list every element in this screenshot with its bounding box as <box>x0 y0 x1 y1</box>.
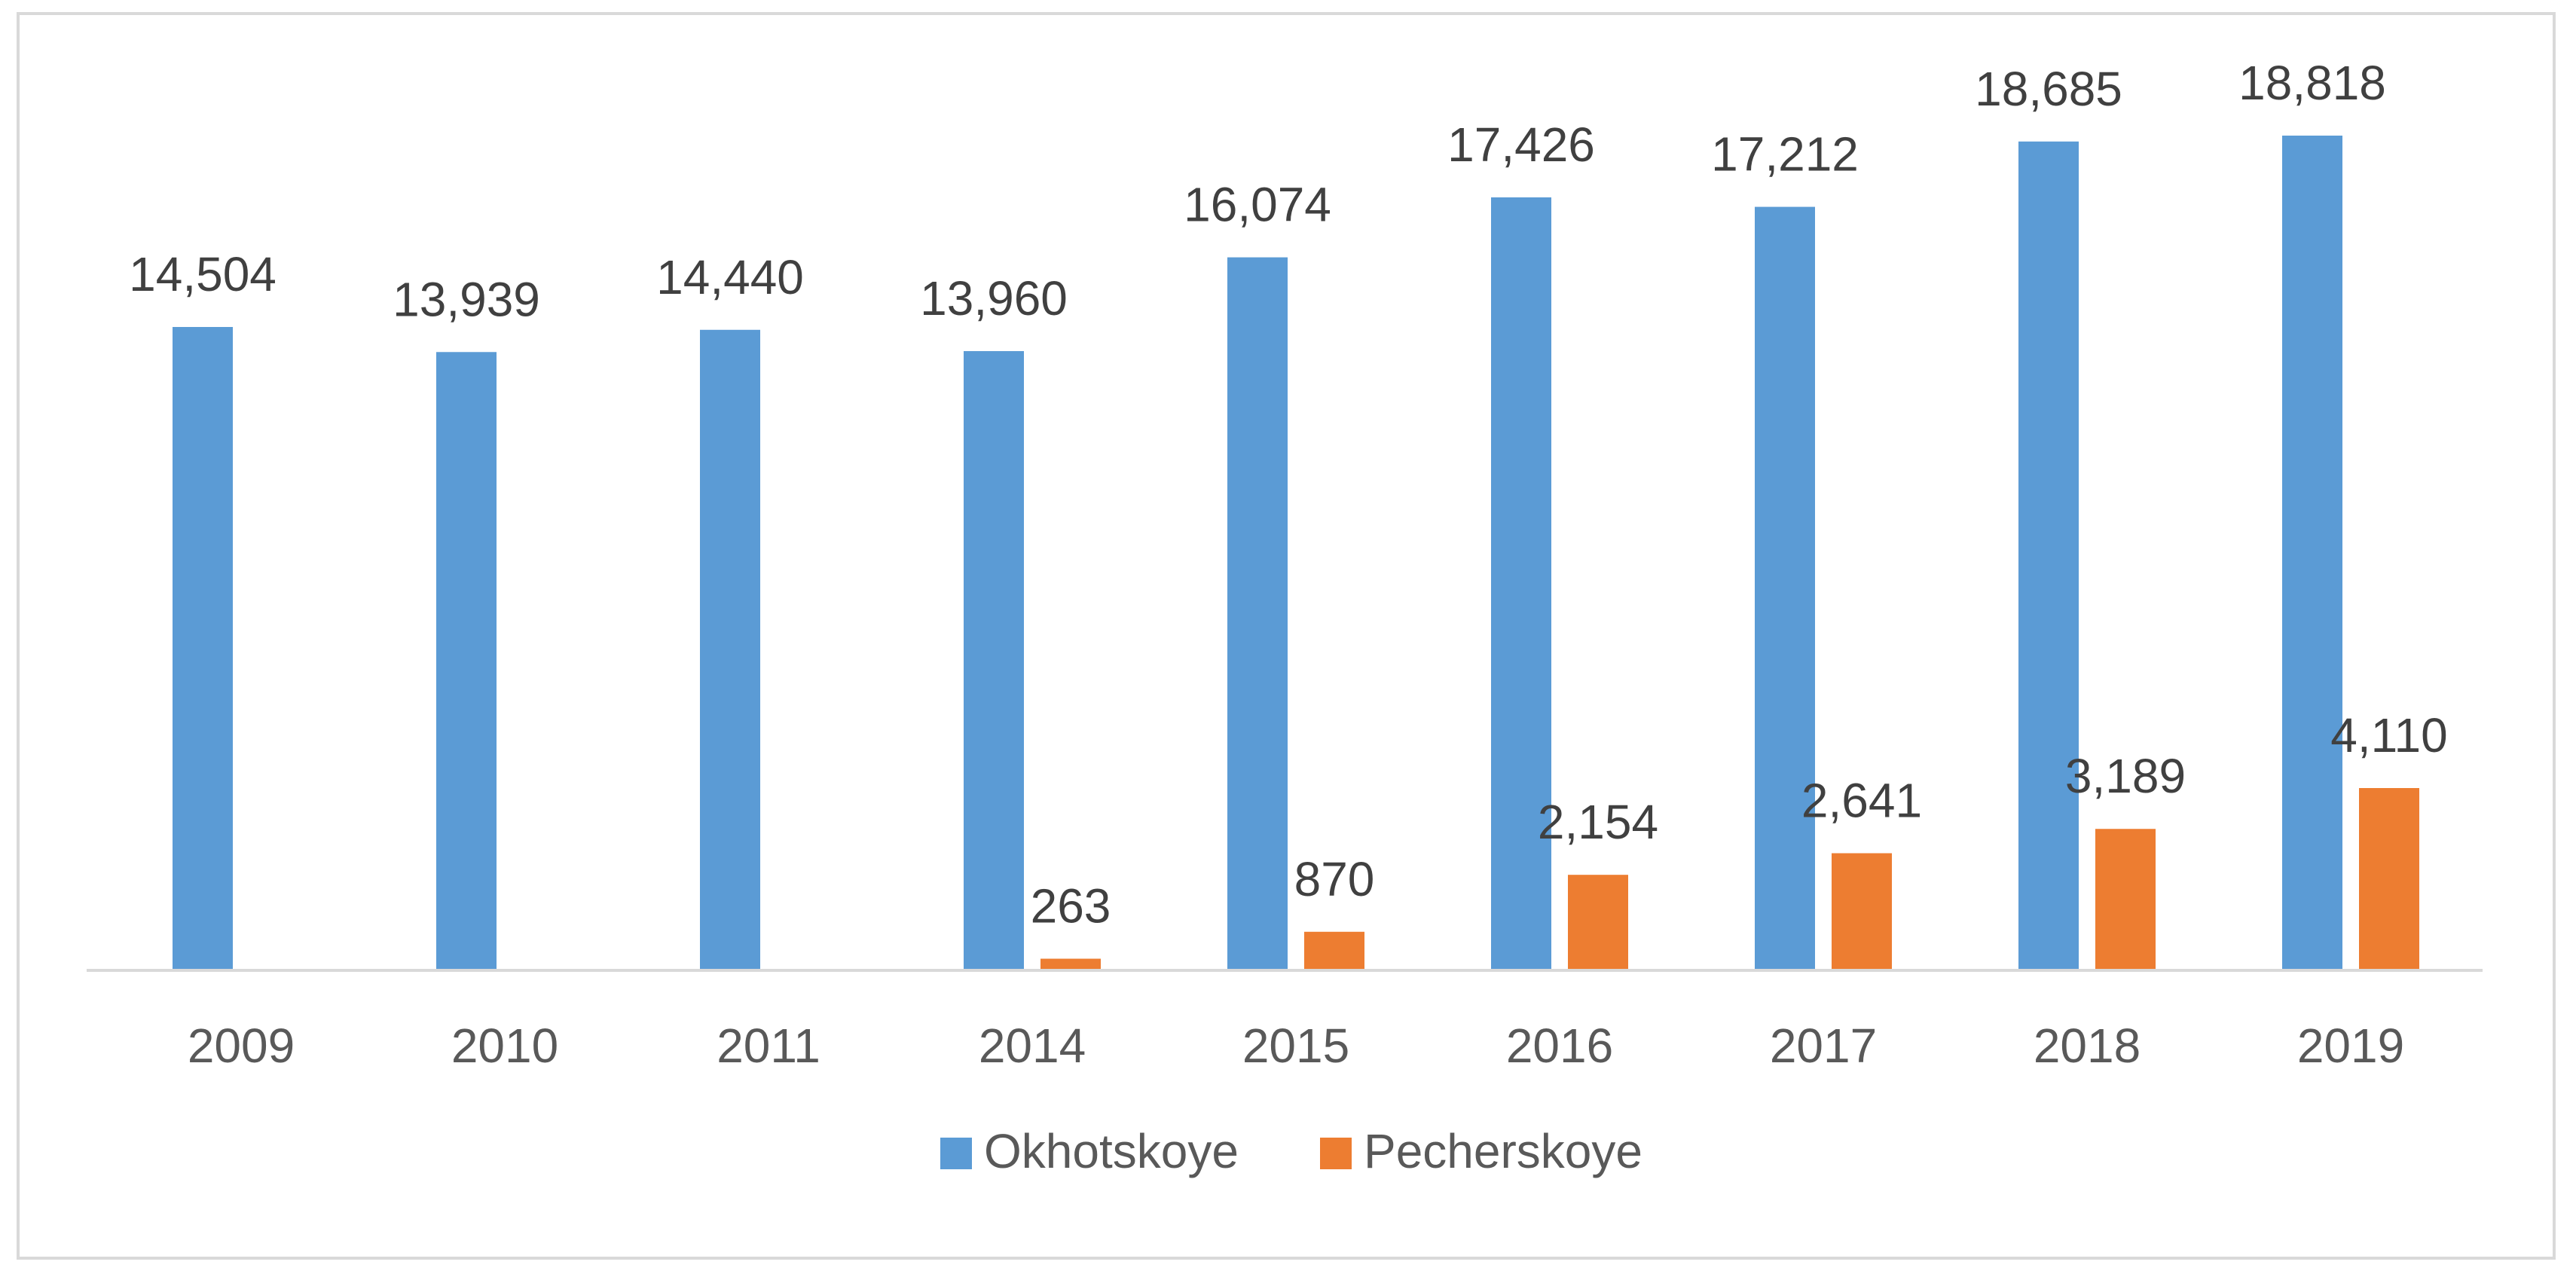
legend: Okhotskoye Pecherskoye <box>940 1124 1642 1178</box>
data-label-okhotskoye-2017: 17,212 <box>1711 127 1859 182</box>
data-label-pecherskoye-2019: 4,110 <box>2330 708 2447 762</box>
bar-okhotskoye-2011 <box>700 329 760 970</box>
x-tick-label-2018: 2018 <box>2034 1019 2141 1073</box>
bar-pecherskoye-2019 <box>2359 788 2419 970</box>
data-label-pecherskoye-2014: 263 <box>1031 879 1111 933</box>
x-tick-label-2015: 2015 <box>1242 1019 1349 1073</box>
x-tick-label-2009: 2009 <box>188 1019 295 1073</box>
legend-swatch-pecherskoye <box>1320 1138 1352 1169</box>
legend-label-okhotskoye: Okhotskoye <box>984 1124 1239 1178</box>
bar-okhotskoye-2015 <box>1227 257 1288 970</box>
data-label-pecherskoye-2017: 2,641 <box>1801 773 1922 827</box>
x-axis: 2009 2010 2011 2014 2015 2016 2017 2018 2019 <box>87 969 2483 1073</box>
data-label-okhotskoye-2014: 13,960 <box>920 271 1068 325</box>
bar-pecherskoye-2018 <box>2095 829 2156 970</box>
data-label-okhotskoye-2015: 16,074 <box>1184 178 1331 232</box>
x-tick-label-2016: 2016 <box>1506 1019 1613 1073</box>
bar-okhotskoye-2014 <box>964 351 1024 970</box>
x-tick-label-2017: 2017 <box>1770 1019 1877 1073</box>
data-labels-layer: 14,504 13,939 14,440 13,960 263 16,074 870 17,4… <box>129 56 2448 933</box>
legend-label-pecherskoye: Pecherskoye <box>1364 1124 1642 1178</box>
legend-swatch-okhotskoye <box>940 1138 972 1169</box>
bar-okhotskoye-2017 <box>1755 206 1815 971</box>
data-label-pecherskoye-2018: 3,189 <box>2065 749 2186 803</box>
bar-okhotskoye-2018 <box>2018 141 2079 970</box>
x-tick-label-2019: 2019 <box>2297 1019 2404 1073</box>
data-label-okhotskoye-2019: 18,818 <box>2238 56 2386 110</box>
bar-pecherskoye-2016 <box>1568 875 1628 970</box>
bar-okhotskoye-2019 <box>2282 136 2342 970</box>
data-label-pecherskoye-2015: 870 <box>1294 852 1375 906</box>
x-tick-label-2011: 2011 <box>717 1019 820 1073</box>
data-label-okhotskoye-2011: 14,440 <box>656 250 804 304</box>
bars-layer <box>173 136 2419 971</box>
bar-pecherskoye-2015 <box>1304 931 1364 970</box>
data-label-okhotskoye-2009: 14,504 <box>129 247 277 301</box>
data-label-okhotskoye-2010: 13,939 <box>393 272 540 326</box>
data-label-okhotskoye-2018: 18,685 <box>1975 62 2122 116</box>
bar-pecherskoye-2017 <box>1832 853 1892 970</box>
data-label-okhotskoye-2016: 17,426 <box>1447 118 1595 172</box>
bar-okhotskoye-2016 <box>1491 197 1551 970</box>
bar-okhotskoye-2010 <box>436 352 497 970</box>
x-tick-label-2014: 2014 <box>979 1019 1086 1073</box>
bar-okhotskoye-2009 <box>173 327 233 970</box>
x-tick-label-2010: 2010 <box>451 1019 558 1073</box>
bar-pecherskoye-2014 <box>1040 958 1101 970</box>
data-label-pecherskoye-2016: 2,154 <box>1538 795 1658 849</box>
